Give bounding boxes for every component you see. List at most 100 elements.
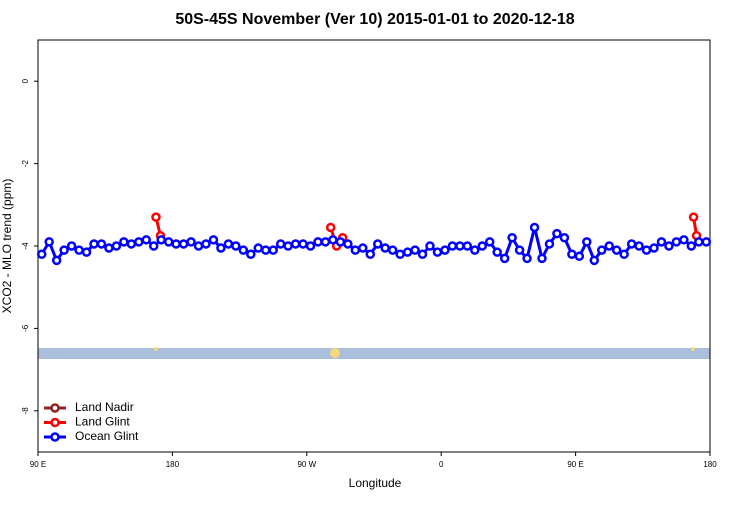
y-tick-label: -8 [21,407,30,415]
x-tick-label: 180 [166,460,180,469]
point [679,235,689,245]
point [537,253,547,264]
point [402,247,413,257]
point [74,245,84,255]
point [656,237,667,247]
band [38,348,710,359]
point [268,245,278,255]
point [432,247,443,257]
point [81,247,92,257]
point [305,241,316,251]
point [320,237,331,247]
point [193,241,204,251]
point [96,239,107,249]
point [529,222,540,233]
point [328,235,338,245]
point [688,212,699,222]
point [134,237,144,247]
point [425,241,435,251]
marker-blob [330,348,340,358]
point [619,249,629,259]
point [499,253,510,264]
point [178,239,189,249]
point [253,243,264,253]
point [552,228,562,239]
point [596,245,607,255]
legend-marker [50,432,60,442]
point [59,245,69,255]
point [492,247,502,257]
point [350,245,361,255]
y-tick-label: -6 [21,324,30,332]
legend-label: Ocean Glint [75,429,139,443]
point [462,241,473,251]
point [335,237,346,247]
x-tick-label: 90 W [297,460,316,469]
legend-label: Land Nadir [75,400,134,414]
point [484,237,495,247]
point [507,233,517,243]
point [365,249,376,259]
point [447,241,458,251]
point [66,241,77,251]
point [89,239,99,249]
chart-title: 50S-45S November (Ver 10) 2015-01-01 to … [175,11,574,28]
point [141,235,152,245]
point [686,241,697,251]
point [671,237,682,247]
point [298,239,308,249]
point [223,239,234,249]
point [260,245,271,255]
point [201,239,211,249]
x-tick-label: 180 [703,460,717,469]
point [51,255,62,266]
point [372,239,383,249]
point [313,237,323,247]
point [358,243,368,253]
point [126,239,137,249]
point [611,245,622,255]
point [163,237,174,247]
point [410,245,420,255]
point [246,249,256,259]
point [216,243,226,253]
x-axis-label: Longitude [349,476,402,490]
x-tick-label: 0 [439,460,444,469]
point [477,241,488,251]
point [559,233,570,243]
point [36,249,47,259]
point [574,251,585,262]
point [380,243,390,253]
y-tick-label: -4 [21,242,30,250]
point [343,239,353,249]
point [604,241,614,251]
point [417,249,428,259]
point [649,243,659,253]
point [544,239,555,249]
point [634,241,644,251]
point [664,241,674,251]
point [514,245,525,255]
legend-marker [50,403,60,413]
point [455,241,465,251]
marker-blob [691,347,695,351]
point [186,237,196,247]
y-tick-label: 0 [21,78,30,83]
point [275,239,286,249]
point [290,239,301,249]
point [582,237,592,247]
x-tick-label: 90 E [30,460,46,469]
y-axis-label: XCO2 - MLO trend (ppm) [0,179,14,314]
point [567,249,577,259]
point [694,237,704,247]
point [470,245,480,255]
point [626,239,637,249]
point [325,222,336,233]
point [589,255,600,266]
legend-label: Land Glint [75,415,130,429]
y-tick-label: -2 [21,159,30,167]
point [440,245,450,255]
legend-marker [50,417,60,428]
